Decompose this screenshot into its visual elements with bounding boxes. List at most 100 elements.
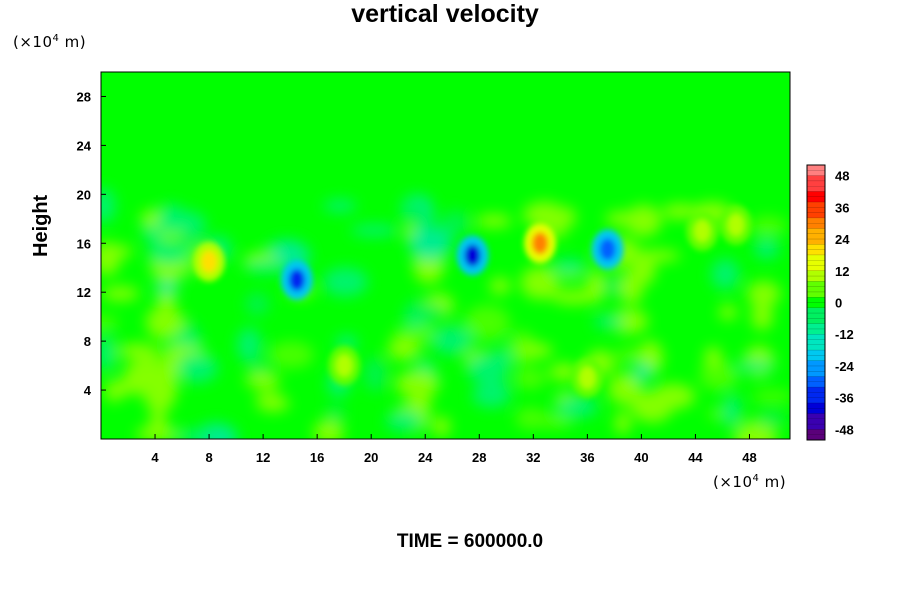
field-blob (101, 244, 133, 259)
field-blob (475, 214, 512, 228)
field-blob (431, 326, 474, 355)
field-blob (617, 347, 637, 364)
y-tick-label: 20 (77, 187, 91, 202)
colorbar-segment (807, 302, 825, 309)
colorbar-segment (807, 344, 825, 351)
field-blob (704, 346, 722, 368)
colorbar-segment (807, 175, 825, 182)
field-blob (313, 419, 345, 439)
colorbar-segment (807, 424, 825, 430)
y-tick-label: 4 (84, 383, 92, 398)
y-axis-ticks: 4 8 12 16 20 24 28 (77, 89, 106, 398)
colorbar-segment (807, 207, 825, 213)
field-blob (550, 289, 598, 305)
feature-core (694, 220, 711, 243)
colorbar-tick-label: -48 (835, 422, 854, 437)
field-blob (249, 362, 271, 375)
x-tick-label: 48 (742, 450, 756, 465)
colorbar-segment (807, 165, 825, 171)
field-blob (520, 266, 560, 300)
y-axis-unit: (×104 m) (13, 33, 87, 51)
x-tick-label: 32 (526, 450, 540, 465)
field-blob (148, 242, 191, 265)
field-blob (406, 303, 446, 320)
time-label: TIME = 600000.0 (396, 531, 544, 552)
x-tick-label: 4 (151, 450, 159, 465)
colorbar-segment (807, 318, 825, 325)
field-blob (432, 416, 451, 437)
field-blob (756, 411, 786, 427)
colorbar-segment (807, 376, 825, 383)
field-blob (387, 337, 421, 361)
colorbar-border (806, 164, 826, 441)
field-blob (101, 188, 116, 223)
colorbar-segment (807, 170, 825, 176)
field-blob (244, 372, 281, 388)
y-tick-label: 24 (77, 138, 92, 153)
colorbar-segment (807, 291, 825, 298)
colorbar-segment (807, 249, 825, 256)
colorbar-tick-label: 12 (835, 264, 849, 279)
x-axis-ticks: 4 8 12 16 20 24 28 32 36 40 44 48 (151, 434, 757, 465)
field-blob (154, 280, 180, 294)
y-tick-label: 8 (84, 334, 91, 349)
field-blob (553, 257, 586, 276)
colorbar-segment (807, 371, 825, 377)
colorbar-segment (807, 355, 825, 362)
field-blob (751, 390, 790, 403)
colorbar: 48 36 24 12 0 -12 -24 -36 -48 (806, 164, 855, 441)
feature-core (579, 366, 596, 389)
feature-core (464, 244, 481, 267)
colorbar-segment (807, 434, 825, 441)
colorbar-segment (807, 387, 825, 393)
field-blob (699, 361, 738, 391)
field-blob (322, 267, 368, 297)
field-blob (487, 350, 514, 366)
x-tick-label: 24 (418, 450, 433, 465)
field-blob (326, 406, 345, 422)
field-blob (625, 204, 662, 237)
colorbar-segment (807, 239, 825, 245)
colorbar-tick-label: 36 (835, 200, 849, 215)
y-tick-label: 28 (77, 89, 91, 104)
colorbar-segment (807, 191, 825, 198)
feature-core (532, 232, 549, 255)
x-axis-unit: (×104 m) (713, 473, 787, 491)
colorbar-segment (807, 244, 825, 251)
field-blob (350, 224, 398, 237)
field-blob (523, 201, 566, 229)
colorbar-segment (807, 365, 825, 372)
field-blob (410, 324, 439, 343)
colorbar-segment (807, 408, 825, 414)
colorbar-segment (807, 233, 825, 240)
feature-core (201, 250, 218, 273)
field-blob (174, 429, 212, 439)
feature-core (288, 268, 305, 291)
colorbar-tick-label: -12 (835, 327, 854, 342)
y-tick-label: 16 (77, 236, 91, 251)
colorbar-tick-label: 48 (835, 169, 849, 184)
colorbar-segment (807, 323, 825, 330)
colorbar-tick-label: -36 (835, 391, 854, 406)
colorbar-segment (807, 381, 825, 388)
field-blob (101, 286, 140, 302)
colorbar-segment (807, 265, 825, 272)
field-blob (661, 203, 699, 220)
colorbar-segment (807, 339, 825, 346)
field-blob (614, 411, 631, 435)
y-tick-label: 12 (77, 285, 91, 300)
colorbar-segment (807, 180, 825, 187)
colorbar-segment (807, 286, 825, 293)
field-blob (408, 226, 452, 261)
field-blob (395, 370, 440, 398)
field-blob (440, 210, 470, 236)
colorbar-segment (807, 196, 825, 203)
feature-core (599, 238, 616, 261)
x-tick-label: 40 (634, 450, 648, 465)
field-blob (464, 305, 511, 341)
field-blob (556, 396, 599, 419)
field-blob (632, 363, 652, 381)
field-blob (472, 382, 511, 408)
field-blob (385, 410, 423, 432)
colorbar-segment (807, 281, 825, 288)
